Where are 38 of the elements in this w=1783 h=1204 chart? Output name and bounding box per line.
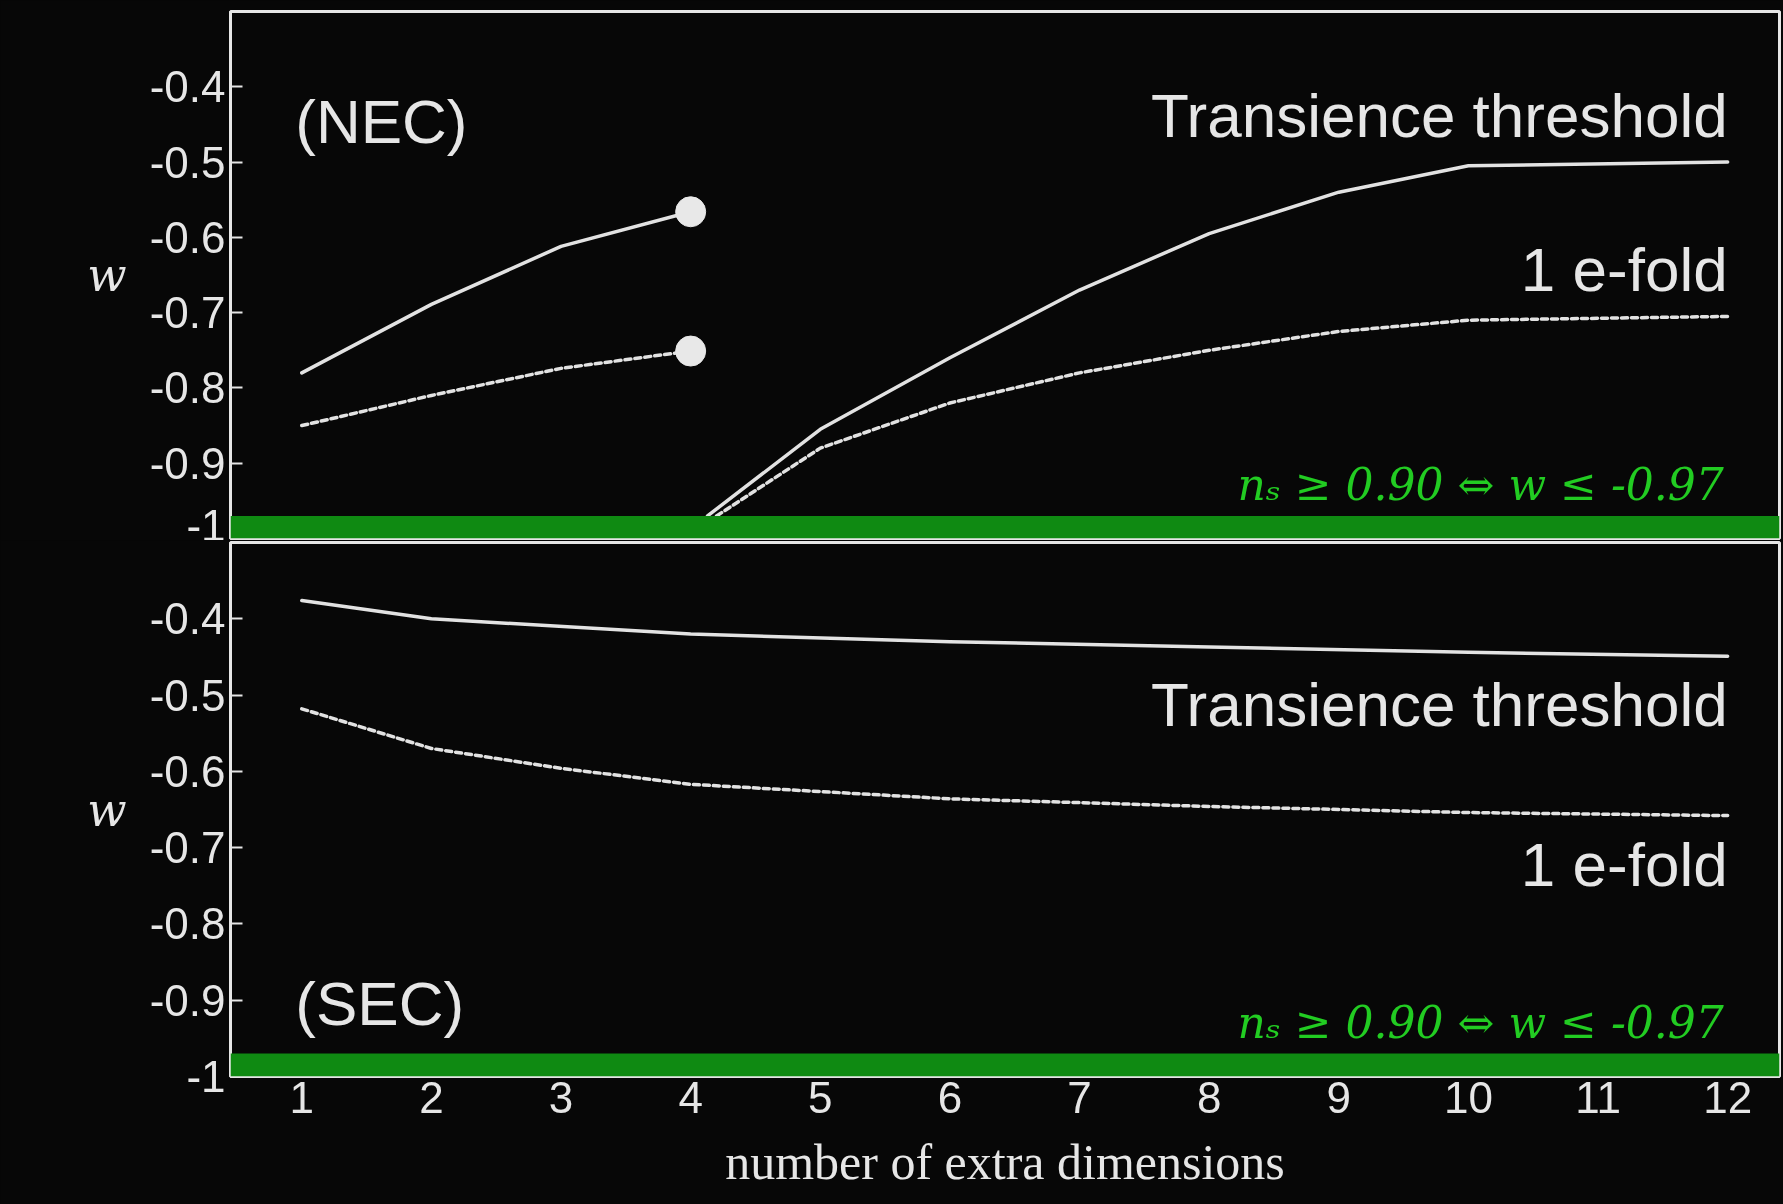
x-tick-label: 8: [1196, 1072, 1222, 1122]
y-tick-label: -0.9: [149, 975, 226, 1025]
x-tick-label: 11: [1575, 1072, 1621, 1122]
y-tick-label: -0.4: [149, 594, 226, 644]
series-label: 1 e-fold: [1520, 235, 1728, 305]
y-tick-label: -0.7: [149, 823, 226, 873]
y-tick-label: -0.8: [149, 899, 226, 949]
y-axis-title: w: [87, 782, 127, 837]
x-tick-label: 2: [419, 1072, 444, 1122]
annotation: (NEC): [295, 86, 468, 156]
y-tick-label: -0.7: [149, 288, 226, 338]
x-tick-label: 12: [1703, 1072, 1753, 1122]
y-tick-label: -0.5: [149, 137, 226, 187]
band-label: nₛ ≥ 0.90 ⇔ w ≤ -0.97: [1237, 458, 1724, 510]
y-tick-label: -1: [186, 500, 226, 550]
y-tick-label: -0.4: [149, 62, 226, 112]
x-tick-label: 5: [808, 1072, 833, 1122]
y-axis-title: w: [87, 248, 127, 302]
line-series: [300, 598, 1730, 658]
x-tick-label: 7: [1067, 1072, 1092, 1122]
series-label: 1 e-fold: [1520, 829, 1728, 899]
y-tick-label: -0.9: [149, 438, 226, 488]
x-axis-title: number of extra dimensions: [725, 1133, 1285, 1190]
series-label: Transience threshold: [1150, 81, 1728, 151]
y-tick-label: -0.8: [149, 363, 226, 413]
x-tick-label: 3: [548, 1072, 574, 1122]
x-tick-label: 1: [289, 1072, 315, 1122]
x-tick-label: 9: [1326, 1072, 1352, 1122]
y-tick-label: -1: [186, 1052, 226, 1101]
y-tick-label: -0.6: [149, 746, 226, 796]
x-tick-label: 6: [937, 1072, 963, 1122]
band-label: nₛ ≥ 0.90 ⇔ w ≤ -0.97: [1237, 996, 1724, 1048]
y-tick-label: -0.6: [149, 212, 226, 262]
series-label: Transience threshold: [1150, 670, 1728, 740]
x-tick-label: 10: [1443, 1072, 1493, 1122]
y-tick-label: -0.5: [149, 670, 226, 720]
x-tick-label: 4: [678, 1072, 703, 1122]
annotation: (SEC): [295, 969, 465, 1039]
